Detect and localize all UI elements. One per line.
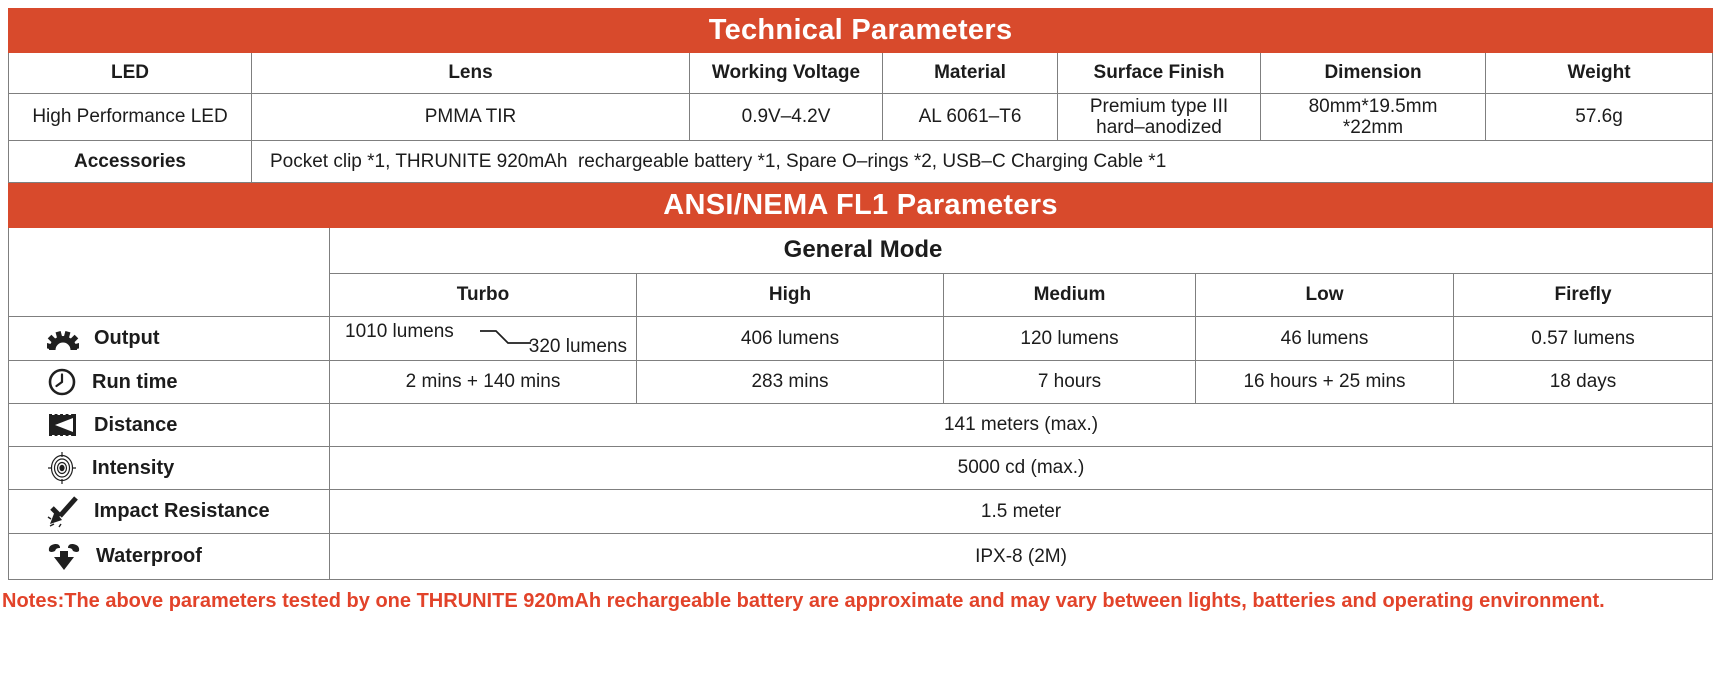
fl1-parameters-title: ANSI/NEMA FL1 Parameters (7, 183, 1714, 228)
runtime-low: 16 hours + 25 mins (1195, 360, 1454, 404)
runtime-row: Run time 2 mins + 140 mins 283 mins 7 ho… (8, 360, 1714, 404)
fl1-banner-row: ANSI/NEMA FL1 Parameters (7, 183, 1714, 228)
technical-banner-row: Technical Parameters (7, 8, 1714, 53)
mode-header-row: Turbo High Medium Low Firefly (9, 273, 1714, 317)
distance-row: Distance 141 meters (max.) (8, 403, 1714, 447)
mode-medium: Medium (943, 273, 1196, 317)
half-gear-icon (47, 330, 79, 350)
output-firefly: 0.57 lumens (1452, 316, 1714, 361)
value-surface-finish: Premium type III hard–anodized (1057, 93, 1261, 141)
accessories-label: Accessories (8, 140, 252, 183)
output-turbo-stepdown: 320 lumens (528, 335, 627, 357)
intensity-label-cell: Intensity (8, 446, 330, 490)
value-weight: 57.6g (1484, 93, 1714, 141)
impact-value: 1.5 meter (328, 489, 1714, 534)
value-lens: PMMA TIR (251, 93, 690, 141)
technical-parameters-title: Technical Parameters (7, 8, 1714, 53)
impact-arrow-icon (47, 495, 78, 527)
mode-low: Low (1195, 273, 1454, 317)
runtime-label: Run time (92, 370, 178, 393)
intensity-label: Intensity (92, 456, 175, 479)
impact-label: Impact Resistance (94, 500, 270, 523)
waterproof-label-cell: Waterproof (8, 533, 330, 580)
target-icon (48, 452, 76, 484)
fl1-parameters-table: ANSI/NEMA FL1 Parameters General Mode Tu… (7, 183, 1714, 580)
output-label-cell: Output (8, 316, 330, 361)
impact-label-cell: Impact Resistance (8, 489, 330, 534)
output-low: 46 lumens (1195, 316, 1454, 361)
value-dimension: 80mm*19.5mm *22mm (1260, 93, 1486, 141)
technical-values-row: High Performance LED PMMA TIR 0.9V–4.2V … (8, 93, 1714, 141)
output-high: 406 lumens (636, 316, 944, 361)
intensity-row: Intensity 5000 cd (max.) (8, 446, 1714, 490)
mode-corner-cell (8, 227, 330, 317)
header-surface-finish: Surface Finish (1057, 52, 1261, 94)
distance-label-cell: Distance (8, 403, 330, 447)
header-working-voltage: Working Voltage (689, 52, 883, 94)
mode-firefly: Firefly (1452, 273, 1714, 317)
header-dimension: Dimension (1260, 52, 1486, 94)
runtime-label-cell: Run time (8, 360, 330, 404)
water-splash-icon (48, 543, 80, 570)
notes-text: Notes:The above parameters tested by one… (2, 590, 1605, 612)
mode-turbo: Turbo (329, 273, 637, 317)
waterproof-value: IPX-8 (2M) (328, 533, 1714, 580)
runtime-turbo: 2 mins + 140 mins (329, 360, 637, 404)
output-turbo-cell: 1010 lumens 320 lumens (329, 316, 637, 361)
general-mode-header: General Mode (328, 227, 1714, 274)
output-medium: 120 lumens (943, 316, 1196, 361)
accessories-row: Accessories Pocket clip *1, THRUNITE 920… (8, 140, 1714, 183)
runtime-high: 283 mins (636, 360, 944, 404)
distance-label: Distance (94, 413, 178, 436)
value-material: AL 6061–T6 (882, 93, 1058, 141)
output-row: Output 1010 lumens 320 lumens 406 lumens… (8, 316, 1714, 361)
mode-high: High (636, 273, 944, 317)
accessories-value: Pocket clip *1, THRUNITE 920mAh recharge… (250, 140, 1714, 183)
general-mode-row: General Mode (8, 227, 1714, 317)
spec-sheet: Technical Parameters LED Lens Working Vo… (0, 8, 1720, 676)
impact-row: Impact Resistance 1.5 meter (8, 489, 1714, 534)
waterproof-row: Waterproof IPX-8 (2M) (8, 533, 1714, 580)
stepdown-connector-icon (480, 330, 531, 344)
header-lens: Lens (251, 52, 690, 94)
beam-flag-icon (49, 413, 76, 437)
header-material: Material (882, 52, 1058, 94)
header-led: LED (8, 52, 252, 94)
output-turbo-initial: 1010 lumens (345, 321, 454, 342)
technical-header-row: LED Lens Working Voltage Material Surfac… (8, 52, 1714, 94)
value-working-voltage: 0.9V–4.2V (689, 93, 883, 141)
intensity-value: 5000 cd (max.) (328, 446, 1714, 490)
technical-parameters-table: Technical Parameters LED Lens Working Vo… (7, 8, 1714, 183)
output-label: Output (94, 327, 160, 350)
value-led: High Performance LED (8, 93, 252, 141)
header-weight: Weight (1484, 52, 1714, 94)
distance-value: 141 meters (max.) (328, 403, 1714, 447)
runtime-firefly: 18 days (1452, 360, 1714, 404)
runtime-medium: 7 hours (943, 360, 1196, 404)
waterproof-label: Waterproof (96, 545, 202, 568)
clock-icon (48, 368, 76, 396)
